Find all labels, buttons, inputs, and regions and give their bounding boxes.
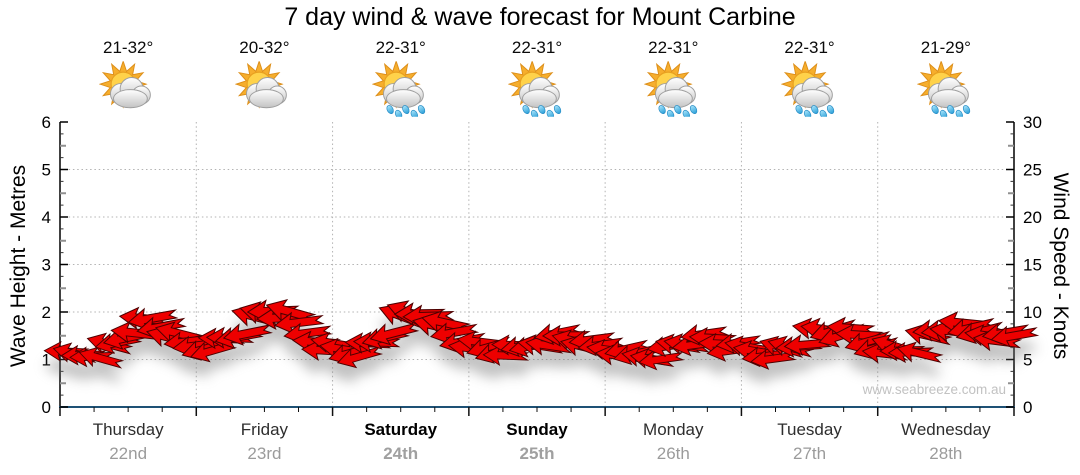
chart-title: 7 day wind & wave forecast for Mount Car…	[284, 3, 796, 31]
day-name-label: Monday	[643, 420, 704, 439]
temperature-range-label: 21-29°	[920, 38, 971, 57]
right-axis-tick-label: 0	[1023, 398, 1032, 417]
right-axis-tick-label: 20	[1023, 208, 1042, 227]
day-date-label: 28th	[929, 444, 963, 463]
right-axis-tick-label: 5	[1023, 351, 1032, 370]
tick-marks	[59, 121, 1015, 416]
watermark: www.seabreeze.com.au	[862, 382, 1006, 397]
temperature-range-label: 20-32°	[239, 38, 290, 57]
left-axis-tick-label: 5	[42, 161, 51, 180]
day-date-label: 25th	[519, 444, 555, 463]
right-axis-tick-label: 15	[1023, 256, 1042, 275]
temperature-range-label: 22-31°	[375, 38, 426, 57]
day-date-label: 22nd	[109, 444, 148, 463]
day-date-label: 23rd	[247, 444, 282, 463]
day-date-label: 27th	[793, 444, 827, 463]
day-name-label: Sunday	[506, 420, 568, 439]
right-axis-tick-label: 25	[1023, 161, 1042, 180]
left-axis-tick-label: 6	[42, 113, 51, 132]
left-axis-tick-label: 2	[42, 303, 51, 322]
day-name-label: Thursday	[92, 420, 164, 439]
day-date-label: 26th	[656, 444, 690, 463]
day-name-label: Friday	[240, 420, 289, 439]
day-name-label: Tuesday	[777, 420, 842, 439]
temperature-range-label: 22-31°	[648, 38, 699, 57]
left-axis-tick-label: 1	[42, 351, 51, 370]
left-axis-tick-label: 4	[42, 208, 51, 227]
day-date-label: 24th	[383, 444, 419, 463]
left-axis-tick-label: 0	[42, 398, 51, 417]
left-axis-title: Wave Height - Metres	[7, 164, 30, 368]
gridlines	[60, 122, 1014, 407]
right-axis-tick-label: 30	[1023, 113, 1042, 132]
temperature-range-label: 22-31°	[511, 38, 563, 57]
day-name-label: Saturday	[364, 420, 438, 439]
left-axis-tick-label: 3	[42, 256, 51, 275]
right-axis-title: Wind Speed - Knots	[1049, 172, 1072, 360]
temperature-range-label: 22-31°	[784, 38, 835, 57]
wind-arrow-series	[43, 294, 1039, 374]
tick-labels: 0 1 2 3 4 5 6 0 5 10 15 20 25 30	[42, 113, 1042, 417]
day-name-label: Wednesday	[901, 420, 991, 439]
right-axis-tick-label: 10	[1023, 303, 1042, 322]
temperature-range-label: 21-32°	[103, 38, 154, 57]
